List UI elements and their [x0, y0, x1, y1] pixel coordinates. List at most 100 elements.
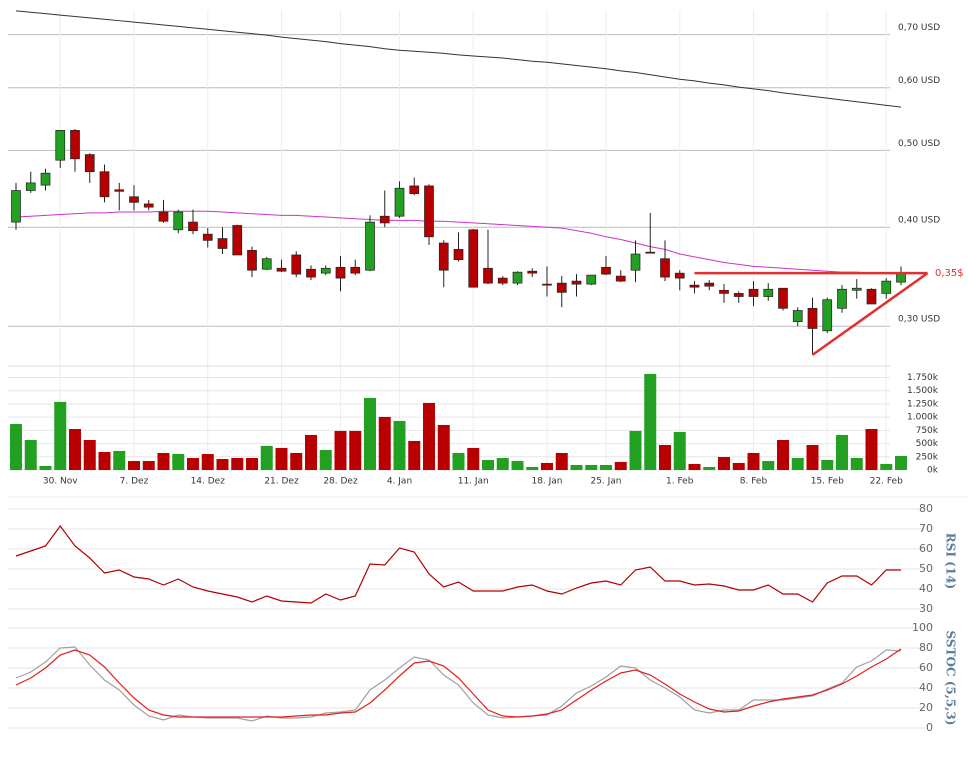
- candle-body: [778, 287, 788, 309]
- candle-body: [497, 277, 508, 284]
- x-tick-label: 21. Dez: [264, 477, 299, 487]
- candle-body: [40, 172, 51, 186]
- volume-bar: [585, 464, 598, 470]
- volume-bar: [246, 458, 258, 470]
- candle-body: [601, 266, 611, 275]
- candle-body: [527, 270, 538, 274]
- volume-bar: [791, 458, 804, 470]
- volume-bar: [216, 459, 229, 470]
- candle-body: [512, 271, 523, 284]
- candle-body: [674, 272, 685, 279]
- volume-bar: [10, 424, 22, 470]
- candle-body: [468, 229, 479, 288]
- volume-bar: [393, 420, 406, 470]
- volume-bar: [467, 447, 480, 470]
- x-tick-label: 4. Jan: [387, 477, 412, 487]
- y-tick-label: 0,50 USD: [898, 139, 940, 149]
- candle-body: [733, 293, 744, 297]
- candle-body: [866, 288, 877, 305]
- y-tick-label: 0,70 USD: [898, 23, 940, 33]
- candle-body: [807, 307, 818, 329]
- candle-body: [365, 221, 375, 271]
- volume-bar: [98, 451, 111, 470]
- candle-body: [453, 249, 464, 261]
- candle-body: [630, 253, 641, 271]
- volume-bar: [659, 445, 671, 470]
- candle-body: [143, 203, 154, 208]
- candle-body: [55, 130, 66, 161]
- volume-bar: [319, 449, 332, 470]
- candle-body: [704, 282, 715, 287]
- y-tick-label: 70: [919, 522, 933, 535]
- volume-bar: [806, 445, 819, 470]
- candle-body: [571, 280, 582, 285]
- volume-bar: [275, 447, 288, 470]
- y-tick-label: 0,60 USD: [898, 76, 940, 86]
- volume-bar: [865, 428, 878, 470]
- x-tick-label: 1. Feb: [666, 477, 694, 487]
- candle-body: [291, 254, 302, 275]
- candle-body: [11, 190, 21, 223]
- indicator-line: [15, 524, 901, 604]
- x-tick-label: 28. Dez: [323, 477, 358, 487]
- volume-bar: [54, 401, 67, 470]
- y-tick-label: 1.750k: [907, 373, 939, 383]
- volume-bar: [703, 466, 716, 470]
- volume-bar: [644, 373, 657, 470]
- moving-average: [15, 10, 902, 108]
- candle-body: [379, 215, 390, 224]
- candle-body: [409, 185, 420, 194]
- x-tick-label: 22. Feb: [870, 477, 903, 487]
- candle-body: [99, 171, 110, 198]
- volume-bar: [349, 430, 362, 470]
- volume-bar: [83, 439, 96, 470]
- candle-body: [84, 154, 95, 173]
- volume-bar: [437, 424, 450, 470]
- volume-bar: [555, 452, 568, 470]
- volume-bar: [290, 452, 303, 470]
- indicator-line: [15, 648, 902, 718]
- candle-body: [232, 225, 243, 256]
- candle-body: [837, 288, 847, 309]
- volume-bar: [511, 461, 524, 470]
- volume-bar: [880, 463, 893, 470]
- y-axis-label: RSI (14): [944, 533, 958, 589]
- candle-body: [394, 187, 405, 217]
- price-annotation: 0,35$: [935, 268, 964, 279]
- y-tick-label: 80: [919, 641, 933, 654]
- indicator-line: [15, 646, 902, 722]
- candle-body: [129, 196, 139, 203]
- candle-body: [645, 251, 656, 254]
- y-tick-label: 30: [919, 602, 933, 615]
- y-tick-label: 1.250k: [907, 399, 939, 409]
- y-tick-label: 40: [919, 582, 933, 595]
- candle-body: [158, 211, 169, 222]
- volume-bar: [600, 464, 612, 470]
- trendline: [811, 272, 929, 356]
- volume-bar: [821, 460, 834, 470]
- y-tick-label: 0,40 USD: [898, 216, 940, 226]
- y-tick-label: 500k: [916, 439, 939, 449]
- x-tick-label: 25. Jan: [590, 477, 621, 487]
- volume-bar: [187, 458, 199, 470]
- candle-body: [350, 266, 361, 274]
- candle-body: [188, 221, 198, 232]
- volume-bar: [231, 458, 244, 470]
- volume-bar: [128, 461, 140, 470]
- x-tick-label: 18. Jan: [531, 477, 562, 487]
- volume-bar: [39, 465, 52, 470]
- volume-bar: [747, 452, 760, 470]
- y-tick-label: 1.500k: [907, 386, 939, 396]
- x-tick-label: 8. Feb: [740, 477, 768, 487]
- candle-body: [306, 268, 316, 278]
- volume-bar: [570, 464, 583, 470]
- candle-body: [792, 310, 803, 322]
- candle-body: [438, 242, 449, 271]
- y-tick-label: 1.000k: [907, 413, 939, 423]
- candle-body: [660, 258, 670, 278]
- volume-bar: [496, 458, 509, 470]
- candle-body: [542, 283, 552, 286]
- candle-body: [851, 287, 862, 291]
- volume-bar: [688, 463, 701, 470]
